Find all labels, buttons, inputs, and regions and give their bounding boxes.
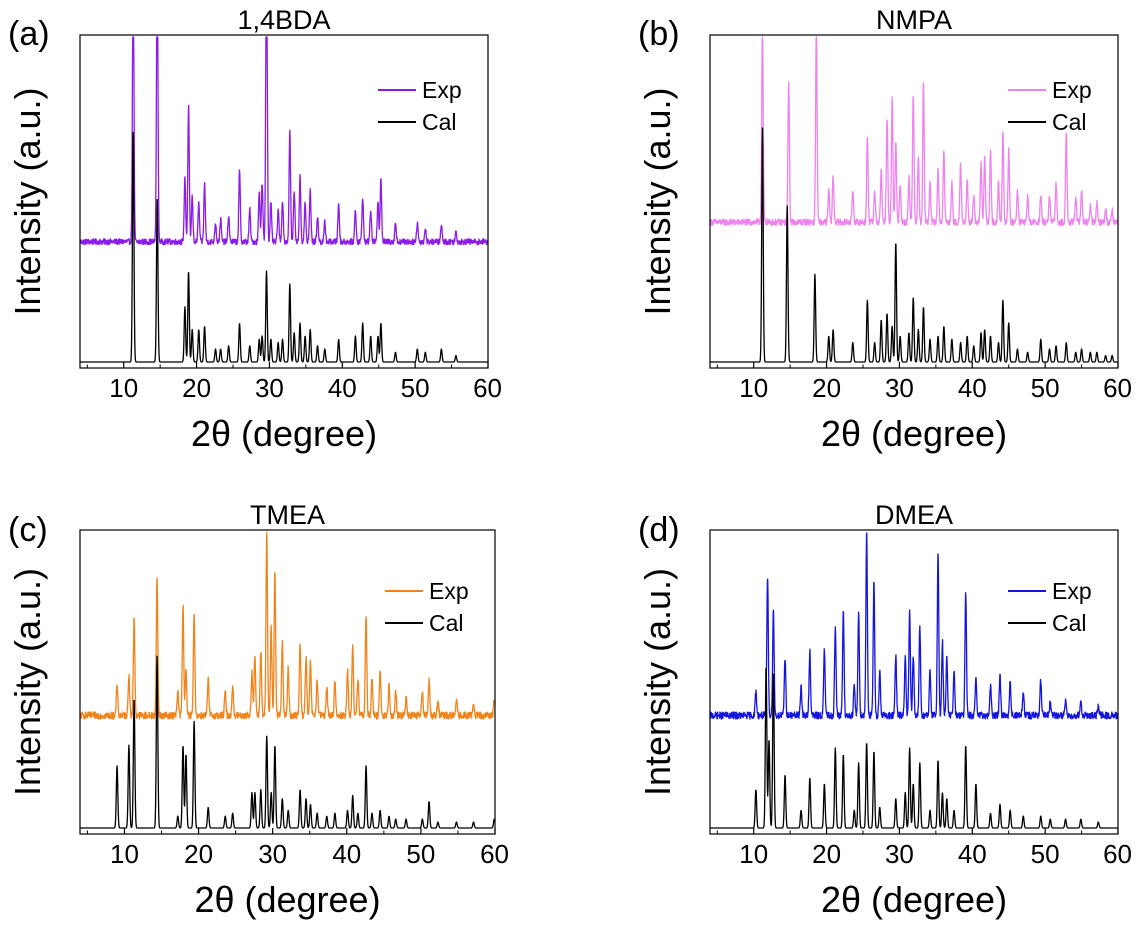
x-tick-label: 50 [1031, 839, 1060, 869]
legend-label-exp: Exp [422, 77, 462, 103]
legend-label-cal: Cal [1052, 610, 1087, 636]
x-tick-label: 50 [1031, 373, 1060, 403]
legend-label-exp: Exp [1052, 578, 1092, 604]
x-tick-label: 60 [473, 373, 502, 403]
legend-label-cal: Cal [422, 109, 457, 135]
plot-frame [79, 34, 489, 369]
x-tick-label: 50 [406, 839, 435, 869]
panel-b: 10 20 30 40 50 60 2θ (degree) Intensity (a.u.) N… [637, 5, 1132, 454]
x-tick-label: 20 [184, 839, 213, 869]
x-tick-label: 60 [1103, 839, 1132, 869]
chart-title: DMEA [875, 500, 953, 530]
x-axis-label: 2θ (degree) [194, 879, 380, 920]
panel-label: (b) [638, 15, 680, 53]
legend-label-cal: Cal [1052, 109, 1087, 135]
x-tick-label: 10 [110, 839, 139, 869]
x-tick-label: 10 [739, 839, 768, 869]
series-line-cal [709, 127, 1119, 363]
legend-label-exp: Exp [429, 578, 469, 604]
x-tick-label: 40 [958, 839, 987, 869]
x-axis-label: 2θ (degree) [191, 413, 377, 454]
legend-label-exp: Exp [1052, 77, 1092, 103]
x-tick-label: 30 [885, 373, 914, 403]
x-axis-label: 2θ (degree) [821, 879, 1007, 920]
chart-title: TMEA [250, 500, 325, 530]
series-line-exp [79, 531, 496, 720]
x-tick-label: 30 [255, 373, 284, 403]
series-line-cal [79, 131, 489, 363]
series-line-exp [709, 532, 1119, 720]
x-tick-label: 20 [182, 373, 211, 403]
y-axis-label: Intensity (a.u.) [637, 568, 678, 796]
x-tick-label: 30 [885, 839, 914, 869]
chart-title: NMPA [876, 5, 952, 35]
panel-label: (d) [638, 511, 680, 549]
panel-label: (c) [8, 511, 48, 549]
x-tick-label: 10 [739, 373, 768, 403]
x-tick-label: 60 [1103, 373, 1132, 403]
x-axis-label: 2θ (degree) [821, 413, 1007, 454]
x-tick-label: 60 [480, 839, 509, 869]
series-line-cal [709, 667, 1119, 829]
plot-frame [79, 529, 496, 835]
plot-frame [709, 529, 1119, 835]
x-tick-label: 20 [812, 839, 841, 869]
y-axis-label: Intensity (a.u.) [7, 87, 48, 315]
series-line-exp [709, 36, 1119, 227]
legend-label-cal: Cal [429, 610, 464, 636]
series-line-cal [79, 655, 496, 829]
chart-title: 1,4BDA [237, 5, 330, 35]
panel-label: (a) [8, 15, 50, 53]
x-tick-label: 50 [401, 373, 430, 403]
x-tick-label: 40 [332, 839, 361, 869]
x-tick-label: 30 [258, 839, 287, 869]
x-tick-label: 40 [958, 373, 987, 403]
series-line-exp [79, 36, 489, 246]
panel-d: 10 20 30 40 50 60 2θ (degree) Intensity (a.u.) D… [637, 500, 1132, 920]
x-tick-label: 10 [109, 373, 138, 403]
x-tick-label: 20 [812, 373, 841, 403]
plot-frame [709, 34, 1119, 369]
panel-c: 10 20 30 40 50 60 2θ (degree) Intensity (a.u.) T… [7, 500, 509, 920]
panel-a: 10 20 30 40 50 60 2θ (degree) Intensity (a.u.) 1… [7, 5, 502, 454]
y-axis-label: Intensity (a.u.) [637, 87, 678, 315]
x-tick-label: 40 [328, 373, 357, 403]
y-axis-label: Intensity (a.u.) [7, 568, 48, 796]
